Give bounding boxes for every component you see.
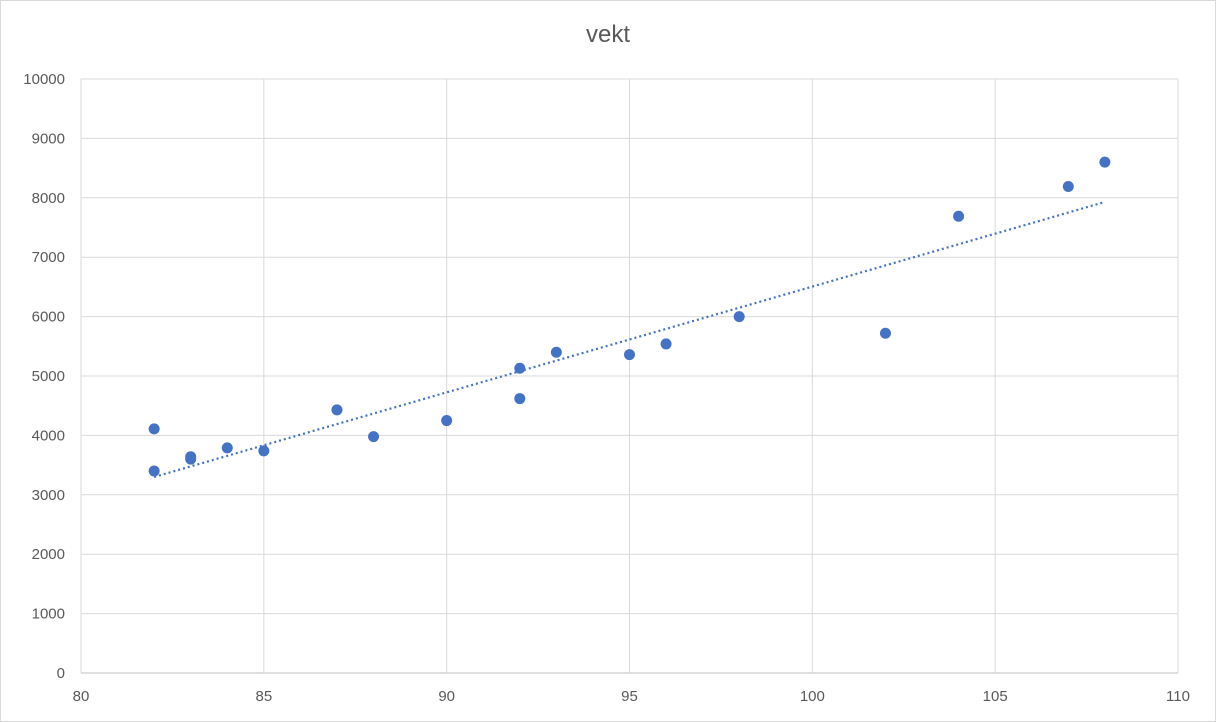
data-point — [368, 431, 380, 443]
y-tick-label: 10000 — [23, 71, 65, 88]
y-tick-label: 9000 — [32, 130, 65, 147]
data-point — [148, 423, 160, 435]
data-point — [258, 445, 270, 457]
data-point — [514, 362, 526, 374]
chart-title: vekt — [585, 21, 630, 48]
data-point — [733, 311, 745, 323]
data-point — [660, 338, 672, 350]
y-tick-label: 6000 — [32, 309, 65, 326]
x-tick-label: 105 — [983, 688, 1008, 705]
y-tick-label: 5000 — [32, 368, 65, 385]
y-tick-label: 8000 — [32, 190, 65, 207]
data-point — [624, 349, 635, 361]
x-tick-label: 85 — [255, 688, 272, 705]
x-tick-label: 110 — [1166, 688, 1190, 705]
data-point — [550, 346, 562, 358]
data-point — [441, 415, 453, 427]
x-tick-label: 90 — [438, 688, 455, 705]
x-tick-label: 80 — [73, 688, 90, 705]
y-tick-label: 0 — [57, 665, 65, 682]
data-point — [514, 393, 526, 405]
y-tick-label: 7000 — [32, 249, 65, 266]
y-tick-label: 3000 — [32, 487, 65, 504]
x-tick-label: 100 — [800, 688, 825, 705]
y-tick-label: 2000 — [32, 546, 65, 563]
data-point — [953, 210, 965, 222]
data-point — [1062, 181, 1074, 193]
data-point — [331, 404, 343, 416]
data-point — [185, 453, 197, 465]
data-point — [221, 442, 233, 454]
y-tick-label: 4000 — [32, 427, 65, 444]
x-tick-label: 95 — [621, 688, 638, 705]
data-point — [879, 327, 891, 339]
data-point — [1099, 156, 1111, 168]
data-point — [148, 465, 160, 477]
y-tick-label: 1000 — [32, 606, 65, 623]
